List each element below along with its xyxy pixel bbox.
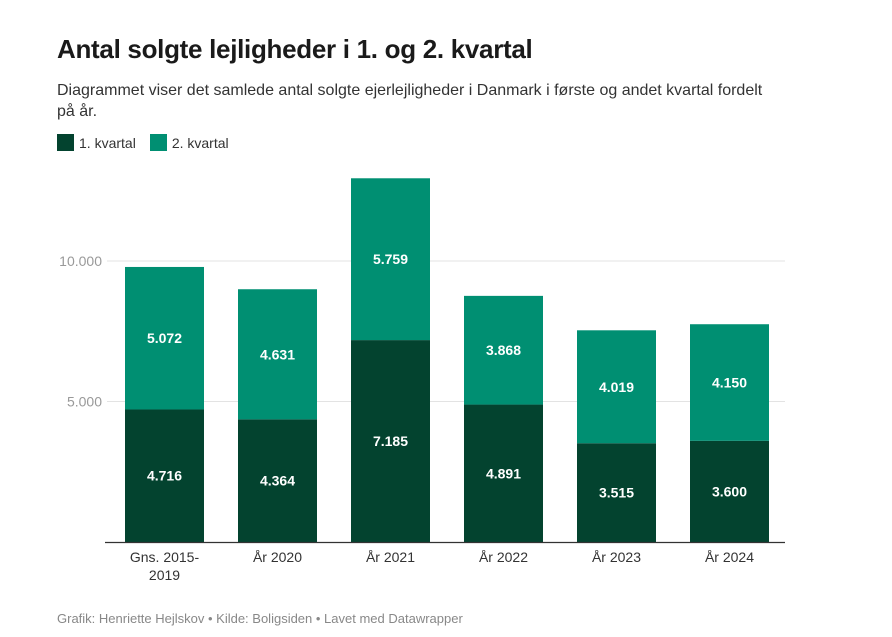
bar-segment-q1 [125,409,204,542]
data-label: 3.515 [599,485,634,501]
data-label: 5.759 [373,251,408,267]
y-tick-label: 10.000 [59,253,102,269]
data-label: 4.631 [260,346,295,362]
legend-item-q1: 1. kvartal [57,134,136,151]
x-tick-label: År 2023 [592,549,641,565]
bar-segment-q1 [690,440,769,542]
legend-swatch-q2 [149,134,167,151]
data-label: 4.150 [712,375,747,391]
bar-segment-q2 [351,178,430,341]
bar-segment-q2 [125,266,204,410]
chart-subtitle: Diagrammet viser det samlede antal solgt… [57,82,763,120]
x-tick-label: Gns. 2015- [130,549,200,565]
x-tick-label: År 2020 [253,549,302,565]
x-tick-label: År 2021 [366,549,415,565]
legend-label-q2: 2. kvartal [171,134,229,151]
x-tick-label: År 2024 [705,549,754,565]
bar-segment-q2 [577,330,656,444]
bar-segment-q1 [238,419,317,542]
data-label: 3.600 [712,483,747,499]
bar-segment-q2 [238,289,317,420]
chart-title: Antal solgte lejligheder i 1. og 2. kvar… [57,34,533,64]
footer-credits: Grafik: Henriette Hejlskov • Kilde: Boli… [57,611,463,626]
legend-swatch-q1 [57,134,74,151]
x-tick-label: År 2022 [479,549,528,565]
data-label: 4.891 [486,465,521,481]
data-label: 5.072 [147,330,182,346]
legend-item-q2: 2. kvartal [149,134,229,151]
data-label: 4.716 [147,468,182,484]
legend-label-q1: 1. kvartal [79,134,136,151]
bar-segment-q1 [577,443,656,542]
bar-segment-q1 [464,404,543,542]
bar-segment-q1 [351,340,430,542]
y-tick-label: 5.000 [67,394,102,410]
data-label: 3.868 [486,342,521,358]
bar-segment-q2 [690,324,769,441]
data-label: 4.019 [599,379,634,395]
data-label: 7.185 [373,433,408,449]
x-tick-label: 2019 [149,567,180,583]
bar-segment-q2 [464,295,543,405]
legend: 1. kvartal 2. kvartal [57,134,229,151]
data-label: 4.364 [260,473,295,489]
